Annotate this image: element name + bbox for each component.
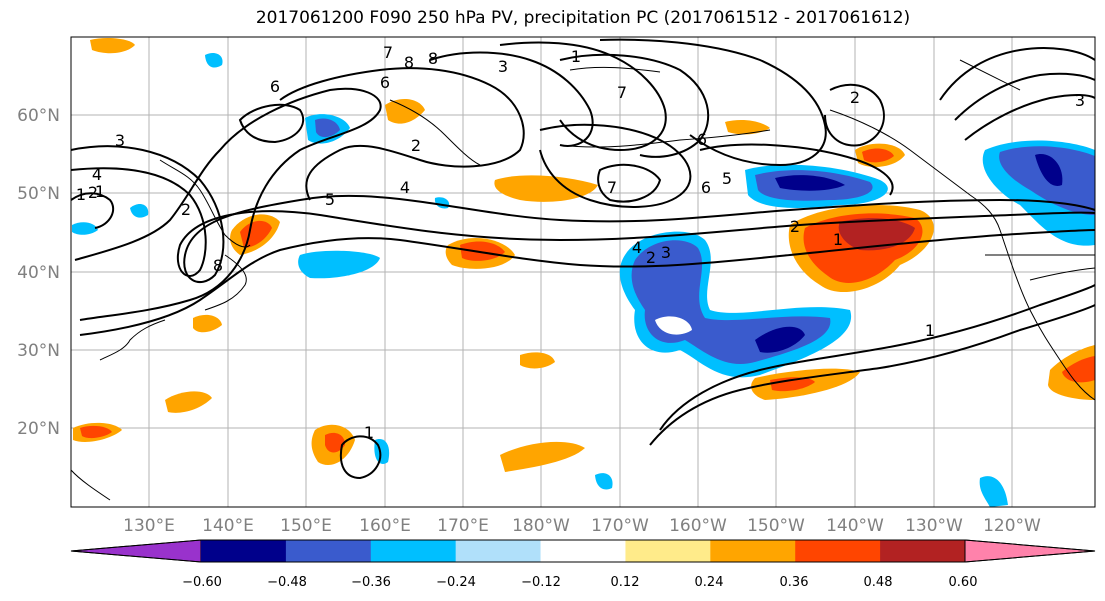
colorbar-cell	[880, 540, 966, 562]
contour-label: 2	[88, 183, 98, 202]
contour-label: 2	[646, 248, 656, 267]
colorbar-tick-label: 0.60	[949, 575, 978, 590]
colorbar-cell	[455, 540, 542, 562]
contour-label: 3	[115, 131, 125, 150]
contour-label: 7	[383, 43, 393, 62]
contour-label: 7	[607, 178, 617, 197]
contour-label: 8	[213, 256, 223, 275]
contour-label: 4	[92, 165, 102, 184]
contour-label: 6	[270, 77, 280, 96]
colorbar-extend-high	[964, 539, 1096, 563]
contour-label: 6	[701, 178, 711, 197]
latitude-labels: 60°N 50°N 40°N 30°N 20°N	[17, 106, 60, 439]
lat-label: 20°N	[17, 419, 60, 439]
contour-label: 6	[697, 130, 707, 149]
contour-label: 3	[498, 57, 508, 76]
contour-label: 1	[571, 47, 581, 66]
colorbar-cells	[70, 539, 1096, 563]
colorbar-cell	[625, 540, 711, 562]
contour-label: 7	[617, 83, 627, 102]
colorbar-tick-label: −0.12	[521, 575, 561, 590]
lon-label: 170°E	[437, 516, 489, 536]
map-frame	[70, 36, 1096, 508]
contour-label: 2	[850, 88, 860, 107]
longitude-labels: 130°E 140°E 150°E 160°E 170°E 180°W 170°…	[123, 516, 1041, 536]
colorbar-tick-label: −0.48	[267, 575, 307, 590]
contour-label: 8	[428, 49, 438, 68]
colorbar-tick-label: 0.24	[695, 575, 724, 590]
colorbar-tick-label: −0.60	[182, 575, 222, 590]
lon-label: 160°W	[669, 516, 727, 536]
coastlines	[70, 59, 1096, 501]
contour-label: 3	[1075, 91, 1085, 110]
colorbar-ticks: −0.60 −0.48 −0.36 −0.24 −0.12 0.12 0.24 …	[182, 575, 977, 590]
contour-label: 1	[364, 423, 374, 442]
lon-label: 180°W	[512, 516, 570, 536]
lon-label: 120°W	[983, 516, 1041, 536]
contour-label: 6	[380, 73, 390, 92]
colorbar-tick-label: 0.12	[611, 575, 640, 590]
colorbar-tick-label: 0.36	[780, 575, 809, 590]
contour-label: 1	[76, 185, 86, 204]
contour-label: 1	[833, 230, 843, 249]
contour-label: 4	[632, 238, 642, 257]
colorbar-cell	[540, 540, 626, 562]
colorbar-tick-label: −0.36	[351, 575, 391, 590]
lon-label: 140°E	[202, 516, 254, 536]
lat-label: 40°N	[17, 263, 60, 283]
lon-label: 150°W	[747, 516, 805, 536]
lon-label: 160°E	[359, 516, 411, 536]
colorbar-extend-low	[70, 539, 202, 563]
colorbar-outline	[70, 539, 1096, 563]
lon-label: 140°W	[826, 516, 884, 536]
contour-label: 2	[411, 136, 421, 155]
contour-label: 1	[925, 321, 935, 340]
lat-label: 60°N	[17, 106, 60, 126]
map-plot-area	[70, 36, 1096, 508]
contour-label: 2	[790, 217, 800, 236]
lon-label: 150°E	[280, 516, 332, 536]
contour-label: 5	[722, 169, 732, 188]
contour-label: 1	[95, 182, 105, 201]
colorbar-tick-label: 0.48	[864, 575, 893, 590]
lat-label: 30°N	[17, 341, 60, 361]
colorbar-cell	[370, 540, 457, 562]
lat-label: 50°N	[17, 184, 60, 204]
colorbar-cell	[285, 540, 372, 562]
colorbar-cell	[201, 540, 287, 562]
lon-label: 130°E	[123, 516, 175, 536]
colorbar-tick-label: −0.24	[436, 575, 476, 590]
colorbar-cell	[795, 540, 881, 562]
map-title: 2017061200 F090 250 hPa PV, precipitatio…	[255, 8, 911, 28]
colorbar-cell	[710, 540, 796, 562]
lon-label: 170°W	[591, 516, 649, 536]
pv-contours	[70, 38, 1096, 480]
contour-label: 8	[404, 53, 414, 72]
contour-label: 5	[325, 190, 335, 209]
colorbar: −0.60 −0.48 −0.36 −0.24 −0.12 0.12 0.24 …	[70, 539, 1096, 590]
contour-label: 2	[181, 200, 191, 219]
contour-label: 3	[661, 243, 671, 262]
contour-label: 4	[400, 178, 410, 197]
lon-label: 130°W	[905, 516, 963, 536]
